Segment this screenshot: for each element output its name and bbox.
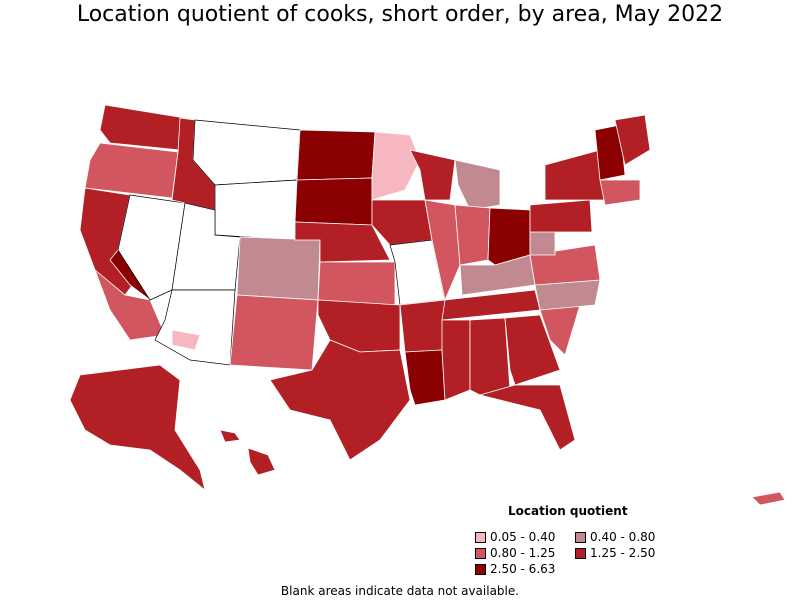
region-arkansas xyxy=(399,299,446,353)
region-puerto-rico xyxy=(751,491,786,506)
region-new-mexico xyxy=(229,294,319,371)
legend-swatch xyxy=(575,531,586,543)
region-hawaii xyxy=(219,429,276,476)
legend-label: 0.80 - 1.25 xyxy=(490,546,556,560)
region-oregon xyxy=(84,142,179,199)
region-colorado xyxy=(236,236,321,301)
legend-item: 2.50 - 6.63 xyxy=(475,562,555,576)
region-north-dakota xyxy=(296,129,376,181)
region-montana xyxy=(192,119,301,186)
region-wyoming xyxy=(214,179,298,241)
region-arizona xyxy=(154,289,236,366)
region-nevada xyxy=(117,194,186,301)
region-vermont-new-hampshire xyxy=(594,124,626,181)
region-alabama xyxy=(469,317,511,396)
legend-label: 1.25 - 2.50 xyxy=(590,546,656,560)
legend-title: Location quotient xyxy=(508,504,628,518)
region-alaska xyxy=(69,364,206,492)
region-illinois xyxy=(424,199,461,302)
region-maine xyxy=(614,114,651,166)
region-florida xyxy=(478,384,576,451)
legend-item: 1.25 - 2.50 xyxy=(575,546,655,560)
legend-label: 0.40 - 0.80 xyxy=(590,530,656,544)
map-regions xyxy=(69,104,786,506)
region-indiana xyxy=(454,204,491,266)
region-michigan xyxy=(454,159,501,211)
legend-swatch xyxy=(575,547,586,559)
region-texas xyxy=(269,339,411,461)
legend-swatch xyxy=(475,531,486,543)
region-new-england-south xyxy=(599,179,641,206)
region-wisconsin xyxy=(409,149,456,201)
region-new-york xyxy=(544,149,611,201)
region-minnesota xyxy=(371,131,421,201)
region-west-virginia xyxy=(529,229,556,256)
region-kansas xyxy=(317,261,396,306)
region-washington xyxy=(99,104,186,151)
map-title: Location quotient of cooks, short order,… xyxy=(76,2,724,27)
legend-item: 0.40 - 0.80 xyxy=(575,530,655,544)
region-tennessee xyxy=(441,289,541,321)
legend-label: 0.05 - 0.40 xyxy=(490,530,556,544)
region-south-dakota xyxy=(294,177,373,226)
legend-swatch xyxy=(475,563,486,575)
legend-item: 0.80 - 1.25 xyxy=(475,546,555,560)
region-georgia xyxy=(504,314,561,386)
legend-label: 2.50 - 6.63 xyxy=(490,562,556,576)
region-arizona-south xyxy=(171,329,201,351)
legend-swatch xyxy=(475,547,486,559)
region-mississippi xyxy=(441,319,471,401)
legend-item: 0.05 - 0.40 xyxy=(475,530,555,544)
region-louisiana xyxy=(404,349,446,406)
region-iowa xyxy=(371,199,433,246)
footnote: Blank areas indicate data not available. xyxy=(280,584,520,598)
region-pennsylvania xyxy=(529,199,593,233)
